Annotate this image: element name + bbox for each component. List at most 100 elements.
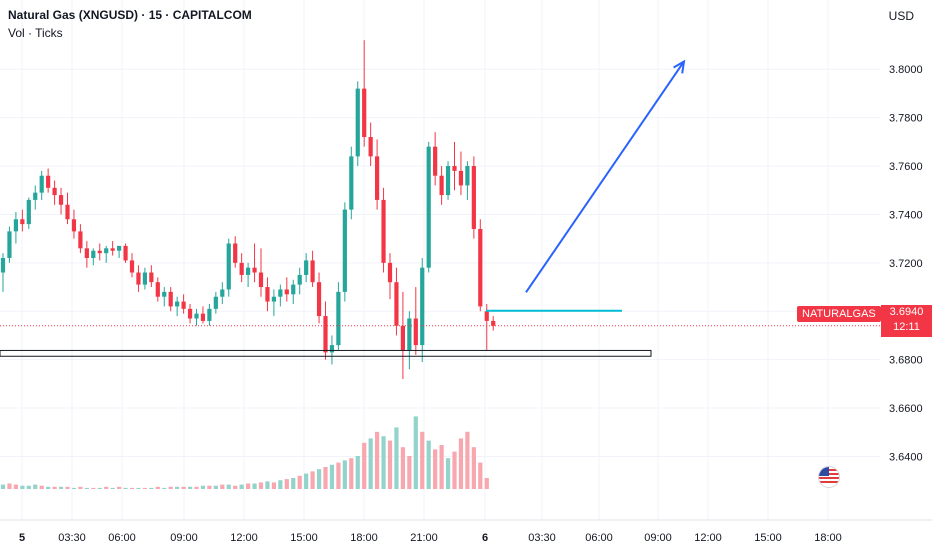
candle (187, 303, 193, 324)
candle (336, 282, 341, 350)
candle-body (187, 308, 193, 319)
candle (258, 248, 264, 297)
candle-body (278, 289, 283, 297)
volume-bar (316, 469, 322, 489)
volume-bar (149, 487, 154, 489)
volume-bar (336, 462, 341, 489)
trend-arrow-head (673, 59, 686, 74)
candle-body (265, 287, 270, 302)
volume-bar (194, 486, 199, 489)
volume-bar (52, 486, 57, 489)
time-tick-label: 03:30 (58, 532, 86, 544)
candle-body (316, 282, 322, 317)
volume-bar (97, 487, 102, 489)
candle-body (46, 175, 51, 188)
candle-body (362, 88, 367, 137)
candle (142, 267, 147, 290)
volume-bar (304, 473, 309, 489)
candle-body (420, 267, 425, 346)
candle-body (368, 137, 373, 157)
candle (471, 156, 476, 239)
time-tick-label: 06:00 (585, 532, 613, 544)
candle-body (329, 345, 335, 353)
time-tick-label: 12:00 (694, 532, 722, 544)
volume-bar (484, 478, 489, 489)
candle (297, 267, 302, 295)
volume-bar (239, 484, 244, 489)
volume-bar (7, 483, 12, 489)
candle-body (194, 313, 199, 319)
volume-indicator-label[interactable]: Vol · Ticks (8, 26, 63, 40)
candle (168, 287, 173, 312)
candle-body (200, 313, 206, 321)
currency-label[interactable]: USD (888, 9, 914, 23)
candle (162, 287, 167, 307)
candle-body (239, 262, 244, 275)
candle-body (471, 166, 476, 229)
volume-bars (0, 416, 489, 489)
candle-body (220, 289, 225, 297)
volume-bar (355, 456, 360, 489)
candle (362, 40, 367, 147)
volume-bar (375, 431, 380, 489)
volume-bar (13, 484, 18, 489)
volume-bar (142, 487, 147, 489)
time-tick-label: 12:00 (230, 532, 258, 544)
volume-bar (155, 486, 160, 489)
price-axis[interactable]: 3.80003.78003.76003.74003.72003.70003.68… (889, 64, 923, 463)
candle (355, 81, 360, 167)
volume-bar (291, 478, 296, 489)
candle (117, 245, 122, 258)
candle (445, 161, 451, 200)
candle-body (491, 320, 496, 326)
candle-body (52, 187, 57, 196)
candle (284, 277, 289, 302)
candle-body (465, 166, 470, 186)
candle (39, 170, 44, 200)
candle (20, 209, 25, 232)
candle (26, 197, 31, 229)
candle (0, 253, 6, 292)
candle (342, 202, 347, 302)
volume-bar (323, 467, 328, 489)
candle (104, 245, 109, 263)
candle (349, 146, 354, 220)
time-tick-label: 6 (482, 532, 488, 544)
candle (149, 265, 154, 288)
volume-bar (458, 438, 464, 489)
drawings (0, 59, 880, 357)
volume-bar (58, 486, 64, 489)
volume-bar (381, 436, 386, 489)
volume-bar (413, 416, 418, 489)
candle-body (336, 291, 341, 346)
volume-bar (297, 475, 302, 489)
volume-bar (400, 447, 405, 489)
candle (200, 306, 206, 324)
symbol-title[interactable]: Natural Gas (XNGUSD) · 15 · CAPITALCOM (8, 8, 252, 22)
time-tick-label: 21:00 (410, 532, 438, 544)
volume-bar (478, 462, 483, 489)
candle-body (20, 219, 25, 225)
candle (226, 238, 231, 297)
volume-bar (162, 487, 167, 489)
candle (413, 287, 418, 355)
volume-bar (71, 487, 77, 489)
volume-bar (39, 485, 44, 489)
candle (207, 303, 212, 326)
candle (110, 241, 115, 256)
candle-body (226, 243, 231, 290)
candle-body (233, 243, 238, 263)
candle-body (7, 231, 12, 258)
volume-bar (362, 442, 367, 489)
us-flag-icon[interactable] (818, 466, 840, 488)
time-axis[interactable]: 5 03:30 06:00 09:00 12:00 15:00 18:00 21:00 6 03:… (0, 519, 932, 544)
candle (46, 168, 51, 193)
candle-body (13, 219, 18, 232)
candle (175, 296, 180, 317)
volume-bar (265, 481, 270, 489)
volume-bar (84, 487, 89, 489)
price-tick-label: 3.7600 (889, 161, 923, 173)
volume-bar (284, 479, 289, 489)
volume-bar (233, 485, 238, 489)
